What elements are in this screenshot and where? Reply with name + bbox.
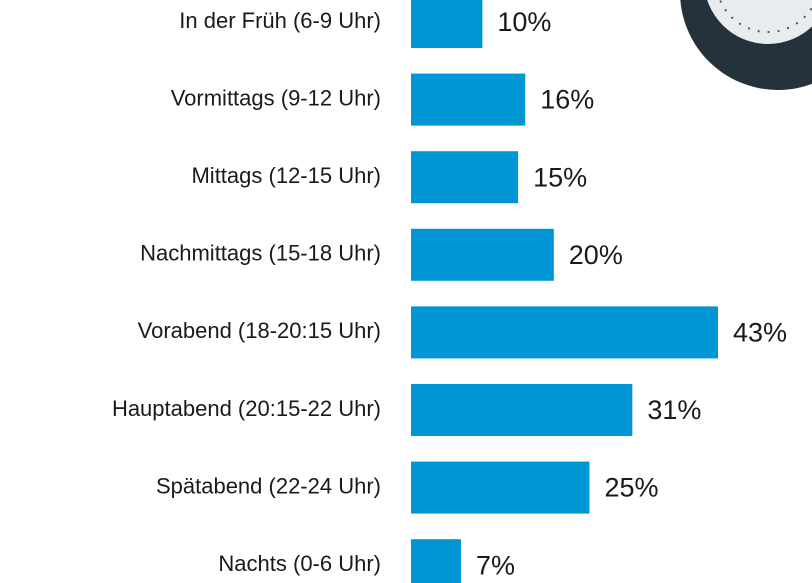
value-label: 7% <box>476 550 515 580</box>
page: {"chart_data": {"type": "barh", "categor… <box>0 0 812 583</box>
bar <box>411 462 589 514</box>
category-label: Nachmittags (15-18 Uhr) <box>140 241 381 266</box>
value-label: 20% <box>569 240 623 270</box>
bar <box>411 74 525 126</box>
category-label: In der Früh (6-9 Uhr) <box>179 8 381 33</box>
value-label: 31% <box>647 395 701 425</box>
bar <box>411 151 518 203</box>
bar <box>411 0 482 48</box>
value-label: 10% <box>497 7 551 37</box>
category-label: Nachts (0-6 Uhr) <box>218 551 381 576</box>
chart: In der Früh (6-9 Uhr) 10% Vormittags (9-12… <box>0 0 812 583</box>
clock-decoration <box>680 0 812 90</box>
bar <box>411 306 718 358</box>
bar <box>411 539 461 583</box>
category-label: Vorabend (18-20:15 Uhr) <box>138 318 381 343</box>
bar <box>411 229 554 281</box>
value-label: 15% <box>533 162 587 192</box>
value-label: 16% <box>540 85 594 115</box>
category-label: Spätabend (22-24 Uhr) <box>156 473 381 498</box>
value-label: 25% <box>604 473 658 503</box>
bar <box>411 384 632 436</box>
value-label: 43% <box>733 318 787 348</box>
category-label: Vormittags (9-12 Uhr) <box>171 85 381 110</box>
category-label: Mittags (12-15 Uhr) <box>191 163 381 188</box>
category-label: Hauptabend (20:15-22 Uhr) <box>112 396 381 421</box>
